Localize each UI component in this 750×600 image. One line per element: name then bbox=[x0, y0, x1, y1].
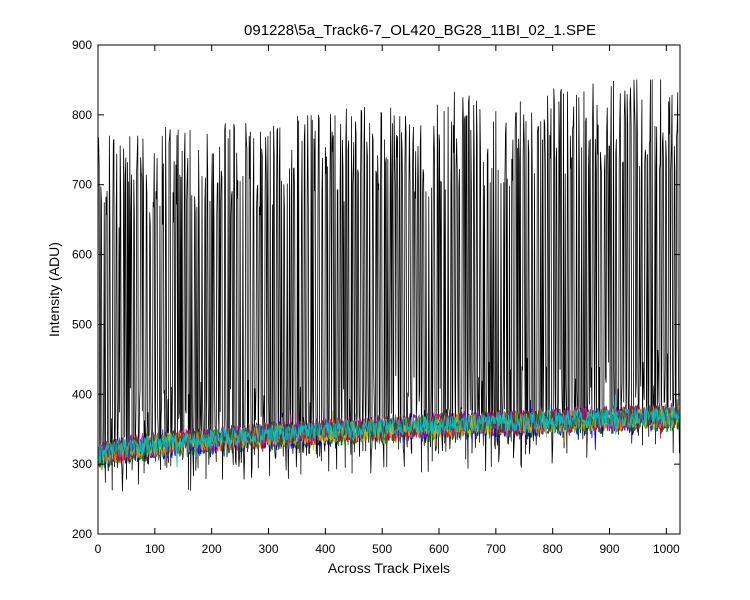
x-tick-label: 600 bbox=[429, 542, 449, 556]
x-tick-label: 300 bbox=[258, 542, 278, 556]
x-tick-label: 700 bbox=[486, 542, 506, 556]
y-tick-label: 800 bbox=[72, 108, 92, 122]
axes-frame bbox=[97, 44, 681, 535]
x-tick-label: 500 bbox=[372, 542, 392, 556]
x-tick-label: 1000 bbox=[653, 542, 680, 556]
x-tick-label: 0 bbox=[95, 542, 102, 556]
chart-title: 091228\5a_Track6-7_OL420_BG28_11BI_02_1.… bbox=[244, 22, 596, 39]
y-tick-label: 200 bbox=[72, 527, 92, 541]
x-axis-ticks: 0 100 200 300 400 500 600 700 800 900 1000 bbox=[95, 45, 680, 556]
y-axis-ticks: 200 300 400 500 600 700 800 900 bbox=[72, 38, 680, 541]
x-tick-label: 800 bbox=[543, 542, 563, 556]
x-tick-label: 200 bbox=[202, 542, 222, 556]
series-layer bbox=[98, 79, 681, 492]
y-tick-label: 300 bbox=[72, 457, 92, 471]
y-tick-label: 600 bbox=[72, 248, 92, 262]
x-axis-label: Across Track Pixels bbox=[328, 560, 450, 576]
y-tick-label: 400 bbox=[72, 387, 92, 401]
x-tick-label: 400 bbox=[315, 542, 335, 556]
y-tick-label: 700 bbox=[72, 178, 92, 192]
y-axis-label: Intensity (ADU) bbox=[46, 242, 62, 337]
y-tick-label: 900 bbox=[72, 38, 92, 52]
x-tick-label: 900 bbox=[600, 542, 620, 556]
x-tick-label: 100 bbox=[145, 542, 165, 556]
plot-area: 0 100 200 300 400 500 600 700 800 900 1000 200 300 4… bbox=[72, 38, 681, 556]
series-line-8 bbox=[98, 394, 681, 468]
y-tick-label: 500 bbox=[72, 317, 92, 331]
